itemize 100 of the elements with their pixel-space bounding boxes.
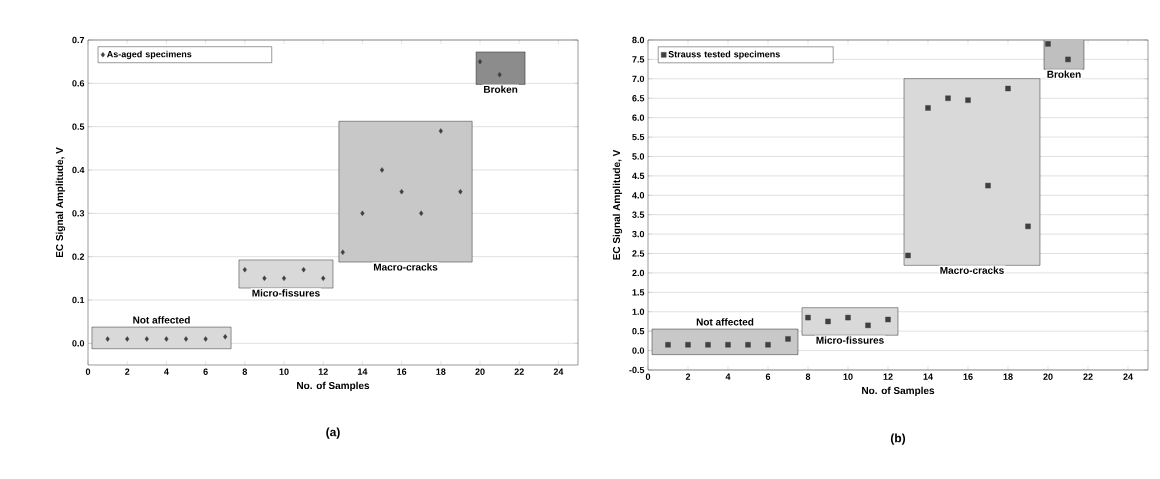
x-tick-label: 6 [203, 368, 208, 375]
point [785, 336, 791, 342]
point [399, 188, 404, 195]
x-tick-label: 12 [318, 368, 328, 375]
x-tick-label: 14 [357, 368, 368, 375]
x-tick-label: 6 [765, 373, 771, 380]
x-tick-label: 4 [725, 373, 731, 380]
point [1025, 223, 1031, 230]
point [458, 188, 463, 195]
point [477, 58, 483, 65]
point [905, 252, 911, 259]
y-axis-title: EC Signal Amplitude, V [55, 147, 66, 258]
band-label: Broken [1047, 70, 1081, 78]
y-axis-title: EC Signal Amplitude, V [612, 149, 623, 260]
y-tick-label: 6.0 [632, 114, 645, 121]
x-tick-label: 18 [436, 368, 446, 375]
point [765, 342, 771, 348]
y-tick-label: 0.2 [72, 253, 85, 260]
x-axis-title: No. of Samples [862, 386, 935, 397]
band-label: Not affected [133, 316, 190, 324]
y-tick-label: 5.5 [632, 133, 645, 141]
y-tick-label: 0.6 [72, 80, 85, 87]
point [340, 249, 345, 256]
y-tick-label: 5.0 [632, 153, 645, 160]
x-tick-label: 0 [645, 373, 651, 380]
point [865, 322, 871, 329]
x-tick-label: 4 [164, 368, 169, 375]
y-tick-label: 0.4 [72, 166, 85, 174]
y-tick-label: 0.3 [72, 210, 85, 217]
point [825, 318, 831, 325]
x-tick-label: 10 [843, 373, 853, 380]
y-tick-label: 6.5 [632, 95, 645, 102]
point [242, 266, 247, 273]
y-tick-label: 2.0 [632, 269, 645, 277]
text: (a) [326, 427, 340, 439]
point [945, 95, 951, 101]
point [203, 336, 208, 342]
point [419, 210, 424, 217]
band-label: Not affected [696, 318, 754, 326]
point [705, 342, 711, 348]
band-label: Micro-fissures [252, 289, 320, 297]
y-tick-label: 4.5 [632, 172, 645, 180]
x-tick-label: 2 [685, 373, 691, 380]
band-label: Micro-fissures [816, 336, 884, 344]
band-label: Macro-cracks [940, 266, 1004, 274]
x-tick-label: 20 [1043, 373, 1053, 380]
text: (b) [890, 433, 906, 445]
point [685, 342, 691, 348]
point [805, 314, 811, 321]
point [1045, 41, 1051, 47]
band-label: Macro-cracks [373, 263, 438, 271]
point [379, 167, 385, 173]
point [360, 210, 365, 217]
point [985, 182, 991, 189]
point [1005, 85, 1011, 92]
y-tick-label: 4.0 [632, 192, 645, 199]
point [845, 314, 851, 321]
x-tick-label: 18 [1003, 373, 1013, 380]
point [745, 342, 751, 348]
x-tick-label: 0 [85, 368, 91, 375]
x-tick-label: 24 [1123, 373, 1133, 380]
y-tick-label: 0.0 [72, 340, 85, 347]
point [164, 336, 169, 342]
point [885, 316, 891, 323]
legend-label: Strauss tested specimens [668, 50, 780, 60]
point [497, 71, 502, 78]
y-tick-label: 0.5 [632, 327, 645, 335]
x-tick-label: 14 [923, 373, 933, 380]
x-tick-label: 10 [279, 368, 289, 375]
x-tick-label: 12 [883, 373, 893, 380]
y-tick-label: 0.0 [632, 347, 645, 354]
point [965, 97, 971, 103]
point [725, 342, 731, 348]
point [438, 128, 443, 134]
x-tick-label: 16 [397, 368, 407, 375]
point [144, 336, 149, 342]
y-tick-label: 0.1 [72, 296, 85, 304]
point [105, 336, 110, 342]
x-tick-label: 8 [805, 373, 811, 380]
y-tick-label: -0.5 [629, 366, 645, 374]
legend-label: As-aged specimens [106, 50, 192, 60]
y-tick-label: 3.0 [632, 230, 645, 238]
x-tick-label: 8 [242, 368, 248, 375]
point [262, 275, 267, 282]
y-tick-label: 0.5 [72, 123, 85, 130]
point [125, 336, 130, 342]
point [1065, 56, 1071, 63]
x-tick-label: 22 [1083, 373, 1093, 380]
point [321, 275, 326, 282]
y-tick-label: 3.5 [632, 211, 645, 218]
point [665, 342, 671, 348]
point [301, 266, 306, 273]
x-axis-title: No. of Samples [297, 381, 370, 392]
x-tick-label: 22 [514, 368, 524, 375]
y-tick-label: 7.5 [632, 56, 645, 63]
y-tick-label: 1.5 [632, 289, 645, 296]
y-tick-label: 8.0 [632, 36, 645, 44]
y-tick-label: 7.0 [632, 75, 645, 83]
point [183, 336, 189, 342]
point [281, 275, 287, 282]
